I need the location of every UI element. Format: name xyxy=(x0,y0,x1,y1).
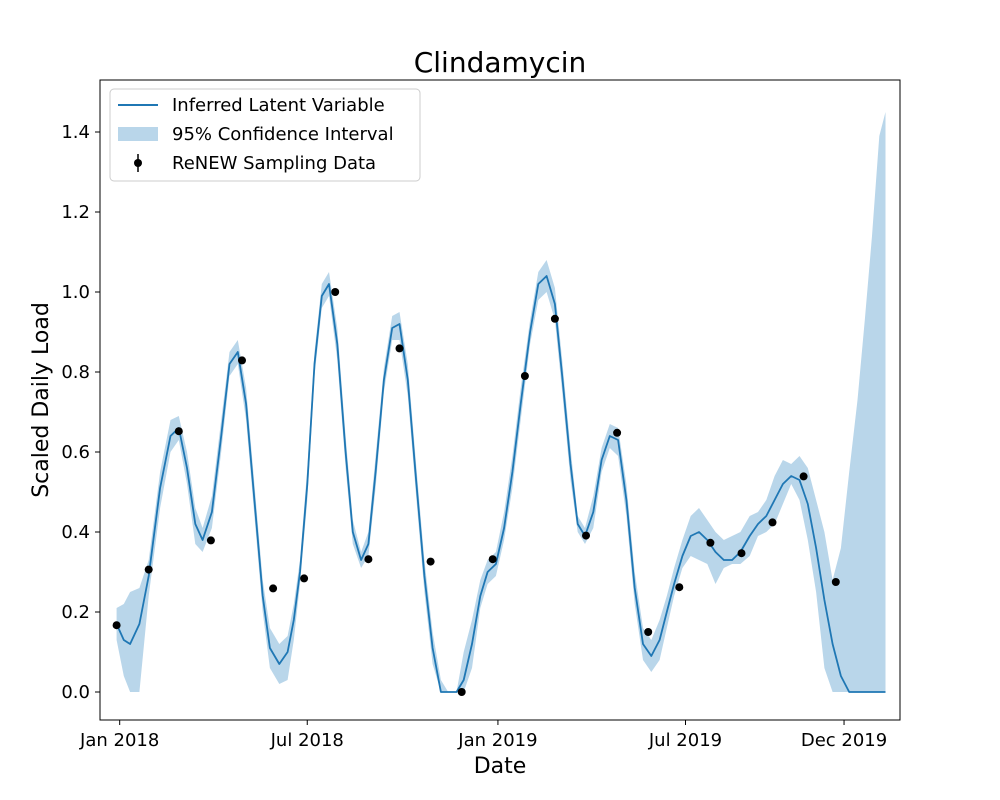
y-tick-label: 0.0 xyxy=(61,682,90,703)
x-tick-label: Jul 2019 xyxy=(648,730,722,751)
sampling-point xyxy=(206,536,215,545)
y-tick-label: 1.0 xyxy=(61,282,90,303)
legend-point-swatch xyxy=(134,159,142,167)
legend-label-sampling: ReNEW Sampling Data xyxy=(172,153,376,174)
sampling-point xyxy=(488,555,497,564)
sampling-point xyxy=(426,557,435,566)
sampling-point xyxy=(675,583,684,592)
y-tick-label: 0.4 xyxy=(61,522,90,543)
sampling-point xyxy=(706,538,715,547)
sampling-point xyxy=(799,472,808,481)
x-tick-label: Jan 2018 xyxy=(79,730,159,751)
sampling-point xyxy=(238,356,246,365)
sampling-point xyxy=(613,428,622,437)
x-tick-label: Dec 2019 xyxy=(801,730,887,751)
legend-band-swatch xyxy=(118,127,158,141)
plot-frame xyxy=(99,79,901,721)
sampling-point xyxy=(112,621,121,630)
chart-title: Clindamycin xyxy=(414,46,587,79)
confidence-band xyxy=(116,112,886,692)
legend-label-ci: 95% Confidence Interval xyxy=(172,124,394,145)
y-tick-label: 1.2 xyxy=(61,202,90,223)
sampling-point xyxy=(364,555,373,564)
sampling-point xyxy=(269,584,278,593)
sampling-point xyxy=(644,628,653,636)
x-tick-label: Jan 2019 xyxy=(457,730,537,751)
sampling-point xyxy=(768,518,777,527)
legend: Inferred Latent Variable 95% Confidence … xyxy=(109,88,421,182)
x-axis-title: Date xyxy=(474,754,527,779)
sampling-point xyxy=(457,688,466,696)
y-tick-label: 0.2 xyxy=(61,602,90,623)
y-tick-label: 0.6 xyxy=(61,442,90,463)
legend-label-latent: Inferred Latent Variable xyxy=(172,95,385,116)
sampling-point xyxy=(737,549,746,558)
sampling-point xyxy=(550,314,559,323)
y-axis-title: Scaled Daily Load xyxy=(29,302,54,498)
sampling-point xyxy=(300,574,309,583)
sampling-point xyxy=(144,565,153,574)
sampling-point xyxy=(174,427,183,436)
latent-variable-line xyxy=(115,275,886,693)
y-tick-label: 1.4 xyxy=(61,122,90,143)
x-axis: Jan 2018 Jul 2018 Jan 2019 Jul 2019 Dec 2019 xyxy=(79,720,887,751)
sampling-point xyxy=(582,531,590,540)
sampling-point xyxy=(395,344,404,353)
y-axis: 0.0 0.2 0.4 0.6 0.8 1.0 1.2 1.4 xyxy=(61,122,100,703)
sampling-point xyxy=(520,372,529,380)
x-tick-label: Jul 2018 xyxy=(270,730,344,751)
y-tick-label: 0.8 xyxy=(61,362,90,383)
sampling-point xyxy=(831,578,840,586)
legend-box xyxy=(109,88,421,182)
sampling-point xyxy=(331,288,340,296)
plot-content xyxy=(112,112,886,696)
